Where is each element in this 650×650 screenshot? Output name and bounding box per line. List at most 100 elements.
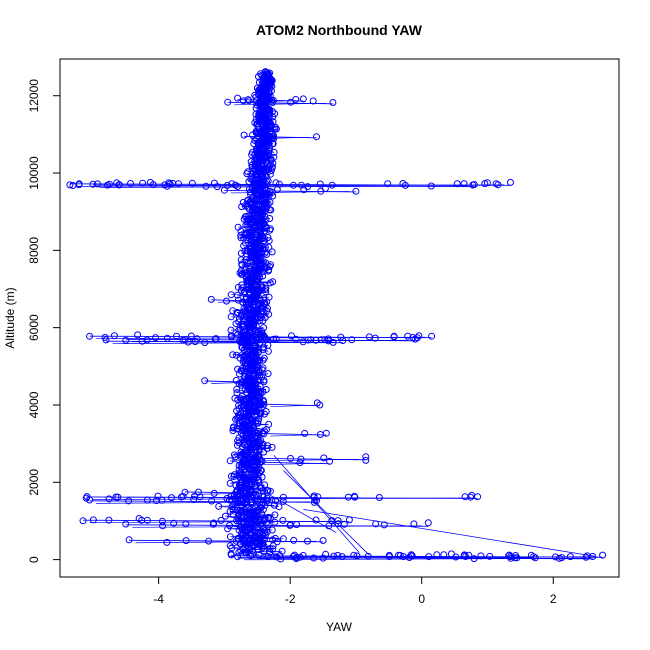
data-point bbox=[227, 551, 235, 559]
data-point bbox=[364, 552, 372, 560]
data-point bbox=[344, 493, 352, 501]
data-point bbox=[201, 339, 209, 347]
data-point bbox=[220, 186, 228, 194]
data-point bbox=[265, 420, 273, 428]
data-point bbox=[165, 179, 173, 187]
data-point bbox=[300, 186, 308, 194]
data-point bbox=[234, 365, 242, 373]
data-point bbox=[229, 427, 237, 435]
data-point bbox=[257, 527, 265, 535]
data-point bbox=[248, 498, 256, 506]
data-point bbox=[268, 443, 276, 451]
data-point bbox=[233, 308, 241, 316]
data-point bbox=[352, 187, 360, 195]
data-point bbox=[468, 491, 476, 499]
data-point bbox=[261, 481, 269, 489]
data-point bbox=[224, 98, 232, 106]
diagonal-segment bbox=[273, 454, 360, 553]
data-point bbox=[235, 517, 243, 525]
data-point bbox=[69, 182, 77, 189]
data-point bbox=[215, 502, 223, 510]
data-point bbox=[89, 516, 97, 524]
data-point bbox=[266, 487, 274, 495]
data-point bbox=[266, 279, 274, 287]
data-point bbox=[256, 225, 263, 233]
data-point bbox=[261, 527, 269, 535]
data-point bbox=[279, 535, 287, 543]
excursion-band bbox=[220, 185, 360, 195]
data-point bbox=[259, 429, 266, 437]
data-point bbox=[233, 385, 241, 393]
data-point bbox=[375, 494, 383, 501]
data-point bbox=[299, 95, 307, 103]
data-point bbox=[79, 517, 87, 525]
data-point bbox=[239, 198, 247, 206]
data-point bbox=[115, 181, 123, 189]
excursion-line bbox=[230, 191, 350, 194]
data-point bbox=[240, 131, 248, 139]
data-point bbox=[202, 182, 210, 190]
data-point bbox=[424, 519, 432, 527]
data-point bbox=[351, 493, 359, 501]
x-tick-label: 0 bbox=[418, 592, 425, 606]
data-point bbox=[201, 377, 209, 385]
data-point bbox=[239, 546, 247, 554]
data-point bbox=[213, 183, 221, 191]
data-point bbox=[250, 265, 258, 273]
data-point bbox=[237, 256, 245, 264]
data-point bbox=[191, 492, 199, 500]
data-point bbox=[319, 537, 327, 544]
data-point bbox=[309, 97, 317, 105]
data-point bbox=[238, 260, 246, 268]
data-point bbox=[179, 336, 187, 344]
data-point bbox=[470, 181, 478, 188]
data-point bbox=[260, 324, 268, 332]
excursion-band bbox=[250, 453, 370, 464]
data-point bbox=[239, 530, 247, 538]
data-point bbox=[301, 429, 309, 437]
data-point bbox=[170, 519, 178, 527]
data-point bbox=[230, 451, 238, 459]
data-point bbox=[348, 336, 356, 344]
data-point bbox=[258, 301, 266, 309]
data-point bbox=[278, 547, 286, 555]
excursion-line bbox=[260, 458, 360, 462]
data-point bbox=[226, 479, 234, 487]
data-point bbox=[494, 181, 502, 189]
data-point bbox=[290, 536, 298, 544]
data-point bbox=[249, 505, 257, 513]
data-point bbox=[271, 123, 279, 131]
data-point bbox=[263, 494, 271, 502]
data-point bbox=[287, 454, 294, 462]
data-point bbox=[253, 305, 261, 313]
data-point bbox=[566, 553, 574, 561]
data-point bbox=[86, 332, 94, 340]
data-point bbox=[234, 553, 242, 561]
data-point bbox=[152, 497, 160, 505]
data-point bbox=[273, 553, 281, 561]
data-point bbox=[266, 187, 274, 195]
data-point bbox=[251, 119, 259, 127]
data-point bbox=[252, 342, 260, 350]
data-point bbox=[322, 429, 330, 437]
data-point bbox=[390, 333, 398, 341]
x-axis: -4 -2 0 2 bbox=[153, 576, 557, 606]
data-point bbox=[236, 315, 243, 323]
excursion-band bbox=[125, 535, 327, 546]
data-point bbox=[234, 296, 242, 304]
data-point bbox=[266, 198, 274, 206]
data-point bbox=[224, 525, 232, 533]
data-point bbox=[507, 553, 515, 561]
excursion-band bbox=[260, 399, 324, 409]
data-point bbox=[530, 553, 537, 561]
data-point bbox=[268, 163, 276, 171]
excursion-band bbox=[260, 429, 330, 438]
data-point bbox=[122, 520, 130, 528]
data-point bbox=[228, 180, 236, 188]
excursion-line bbox=[99, 185, 468, 188]
data-point bbox=[244, 523, 252, 531]
x-tick-label: 2 bbox=[550, 592, 557, 606]
y-tick-label: 12000 bbox=[27, 79, 41, 113]
y-axis: 0 2000 4000 6000 8000 10000 12000 bbox=[27, 79, 61, 563]
